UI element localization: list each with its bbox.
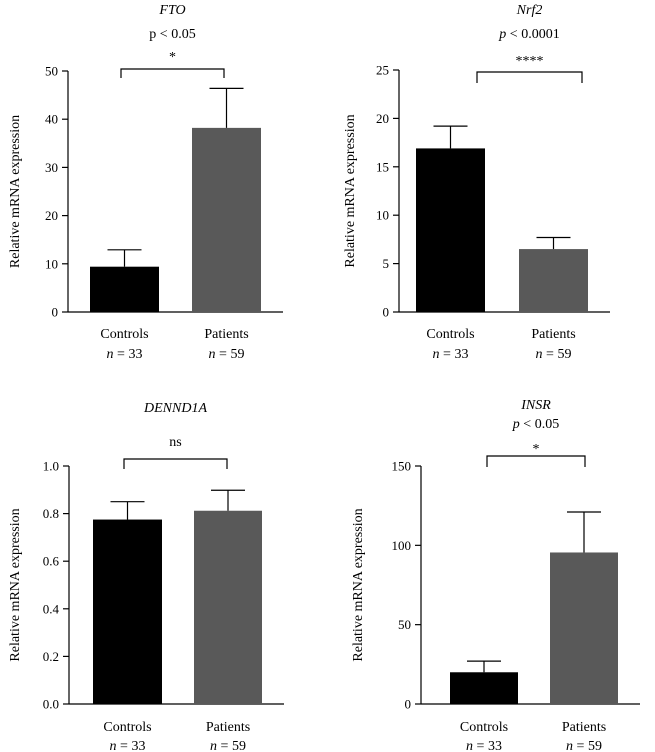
chart-title: DENND1A — [143, 401, 207, 416]
n-label: n = 59 — [536, 347, 572, 362]
y-tick-label: 5 — [383, 256, 390, 271]
y-axis-label: Relative mRNA expression — [351, 508, 366, 661]
y-tick-label: 15 — [376, 159, 389, 174]
y-tick-label: 10 — [45, 256, 58, 271]
significance-marker: * — [169, 50, 176, 65]
y-tick-label: 150 — [392, 459, 412, 474]
significance-bracket — [123, 458, 228, 469]
significance-bracket — [476, 71, 583, 83]
bar-controls — [90, 266, 159, 312]
y-tick-label: 20 — [45, 208, 58, 223]
y-tick-label: 50 — [45, 64, 58, 79]
n-label: n = 59 — [210, 739, 246, 752]
bar-controls — [93, 519, 162, 704]
y-tick-label: 0.2 — [43, 649, 59, 664]
category-label: Patients — [562, 720, 606, 735]
significance-bracket — [120, 68, 225, 78]
y-tick-label: 0.8 — [43, 506, 59, 521]
n-label: n = 59 — [209, 347, 245, 362]
bar-patients — [550, 552, 618, 704]
p-value-label: p < 0.0001 — [498, 27, 559, 42]
n-label: n = 33 — [107, 347, 143, 362]
y-tick-label: 0.6 — [43, 554, 60, 569]
category-label: Patients — [204, 327, 248, 342]
y-tick-label: 100 — [392, 538, 412, 553]
category-label: Controls — [103, 720, 151, 735]
n-label: n = 33 — [433, 347, 469, 362]
y-tick-label: 10 — [376, 208, 389, 223]
n-label: n = 33 — [110, 739, 146, 752]
chart-panel-nrf2: 0 5 10 15 20 25 Relative mRNA expression Contro… — [343, 3, 610, 362]
y-axis-label: Relative mRNA expression — [8, 508, 23, 661]
bar-patients — [194, 510, 262, 704]
y-tick-label: 30 — [45, 160, 58, 175]
n-label: n = 33 — [466, 739, 502, 752]
bar-patients — [519, 249, 588, 312]
chart-panel-dennd1a: 0.0 0.2 0.4 0.6 0.8 1.0 Relative mRNA expressi… — [8, 401, 284, 752]
significance-marker: * — [533, 442, 540, 457]
significance-marker: ns — [169, 435, 181, 450]
significance-marker: **** — [516, 54, 544, 69]
y-tick-label: 50 — [398, 617, 411, 632]
bar-controls — [450, 672, 518, 704]
n-label: n = 59 — [566, 739, 602, 752]
y-tick-label: 1.0 — [43, 459, 59, 474]
y-tick-label: 0.0 — [43, 697, 59, 712]
y-tick-label: 0.4 — [43, 601, 60, 616]
y-tick-label: 0 — [405, 697, 412, 712]
p-value-label: p < 0.05 — [149, 27, 195, 42]
chart-panel-insr: 0 50 100 150 Relative mRNA expression Control… — [351, 398, 640, 752]
chart-title: FTO — [158, 3, 185, 18]
y-tick-label: 0 — [52, 305, 59, 320]
category-label: Patients — [531, 327, 575, 342]
category-label: Controls — [460, 720, 508, 735]
category-label: Patients — [206, 720, 250, 735]
significance-bracket — [486, 455, 586, 467]
bar-patients — [192, 127, 261, 312]
y-tick-label: 25 — [376, 63, 389, 78]
chart-panel-fto: 0 10 20 30 40 50 Relative mRNA expression Contr… — [8, 3, 283, 362]
category-label: Controls — [426, 327, 474, 342]
chart-title: INSR — [520, 398, 551, 413]
p-value-label: p < 0.05 — [512, 417, 559, 432]
y-axis-label: Relative mRNA expression — [8, 115, 23, 268]
y-tick-label: 40 — [45, 112, 58, 127]
category-label: Controls — [100, 327, 148, 342]
y-tick-label: 0 — [383, 305, 390, 320]
chart-title: Nrf2 — [516, 3, 543, 18]
y-tick-label: 20 — [376, 111, 389, 126]
y-axis-label: Relative mRNA expression — [343, 114, 358, 267]
bar-controls — [416, 148, 485, 312]
